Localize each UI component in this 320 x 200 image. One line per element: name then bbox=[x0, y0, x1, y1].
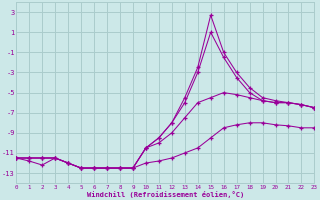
X-axis label: Windchill (Refroidissement éolien,°C): Windchill (Refroidissement éolien,°C) bbox=[87, 191, 244, 198]
